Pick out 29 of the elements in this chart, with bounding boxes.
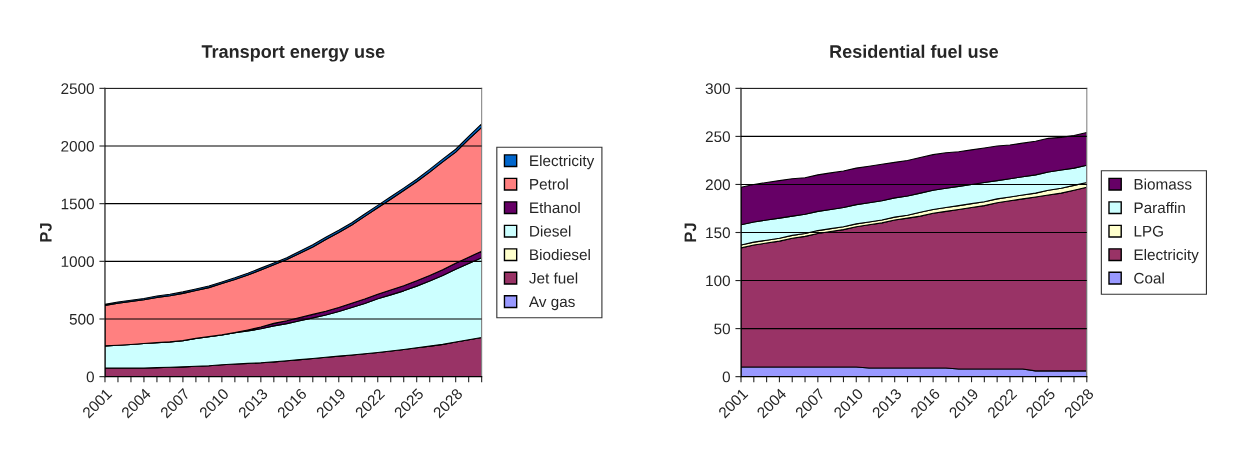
y-tick-label: 2500 [61,83,94,95]
legend-label: Diesel [530,225,571,237]
legend-label: Jet fuel [529,272,578,284]
y-tick-label: 2000 [61,140,94,152]
legend-label: Petrol [530,178,568,190]
legend-label: Electricity [1134,248,1199,264]
y-axis-title: PJ [40,223,52,242]
y-tick-label: 50 [714,323,730,335]
legend-label: Av gas [528,296,575,311]
y-tick-label: 500 [69,313,94,325]
legend-label: LPG [1134,225,1163,237]
y-tick-label: 1500 [61,198,94,210]
y-tick-label: 250 [705,131,730,143]
legend-label: Biomass [1134,178,1192,190]
y-tick-label: 0 [86,371,94,383]
y-tick-label: 200 [705,179,730,191]
legend-label: Coal [1134,272,1164,284]
y-tick-label: 150 [706,227,730,239]
y-tick-label: 1000 [61,256,94,268]
legend-label: Biodiesel [530,248,590,261]
y-axis-title: PJ [684,223,697,242]
legend-label: Electricity [530,154,595,170]
y-tick-label: 100 [706,275,730,287]
legend-label: Paraffin [1134,201,1185,214]
chart-title: Residential fuel use [830,44,999,58]
chart-title: Transport energy use [201,45,385,62]
y-tick-label: 0 [722,371,730,383]
legend-label: Ethanol [530,201,580,214]
y-tick-label: 300 [705,83,730,95]
